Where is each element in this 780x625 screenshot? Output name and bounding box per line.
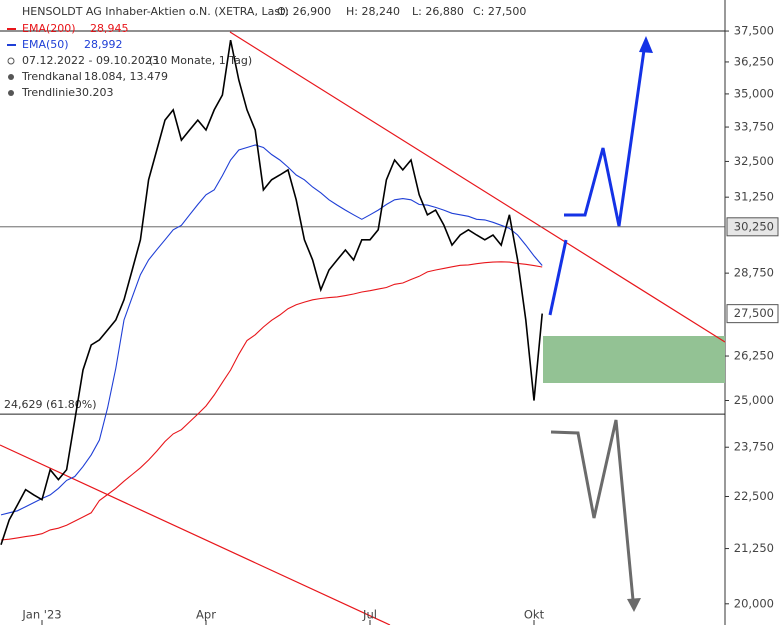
trendline — [229, 31, 726, 343]
level-label: 24,629 (61.80%) — [4, 398, 97, 411]
trend-channel — [0, 444, 391, 625]
info-value: (10 Monate, 1 Tag) — [149, 54, 252, 67]
y-tick-label: 32,500 — [734, 154, 774, 168]
ohlc: C: 27,500 — [473, 5, 526, 18]
info-value: 18.084, 13.479 — [84, 70, 168, 83]
price-box — [726, 217, 779, 237]
ohlc: L: 26,880 — [412, 5, 464, 18]
y-tick-label: 22,500 — [734, 489, 774, 503]
y-tick-label: 36,250 — [734, 54, 774, 68]
y-tick-label: 26,250 — [734, 349, 774, 363]
price-label: 27,500 — [734, 306, 774, 320]
legend-title: HENSOLDT AG Inhaber-Aktien o.N. (XETRA, … — [22, 5, 289, 18]
projection-up — [564, 49, 646, 227]
y-tick-label: 23,750 — [734, 440, 774, 454]
ema-line — [0, 144, 543, 516]
info-label: Trendlinie — [21, 86, 75, 99]
x-tick-label: Apr — [196, 608, 216, 622]
info-label: Trendkanal — [21, 70, 82, 83]
x-tick-label: Okt — [524, 608, 545, 622]
y-tick-label: 31,250 — [734, 190, 774, 204]
legend-icon — [8, 90, 14, 96]
legend-icon — [8, 74, 14, 80]
y-tick-label: 35,000 — [734, 86, 774, 100]
x-tick-label: Jan '23 — [21, 608, 61, 622]
target-zone — [543, 336, 725, 383]
ohlc: O: 26,900 — [277, 5, 331, 18]
x-tick-label: Jul — [362, 608, 377, 622]
price-line — [0, 39, 543, 545]
legend-value: 28,992 — [84, 38, 123, 51]
projection-up — [548, 239, 568, 316]
arrow-head — [639, 36, 653, 53]
legend-value: 28,945 — [90, 22, 129, 35]
ema-line — [0, 261, 543, 541]
y-tick-label: 28,750 — [734, 266, 774, 280]
legend-icon — [7, 57, 15, 65]
y-tick-label: 25,000 — [734, 393, 774, 407]
legend-entry: EMA(200) — [22, 22, 76, 35]
legend: HENSOLDT AG Inhaber-Aktien o.N. (XETRA, … — [7, 5, 526, 99]
y-tick-label: 37,500 — [734, 24, 774, 38]
legend-entry: EMA(50) — [22, 38, 69, 51]
y-tick-label: 33,750 — [734, 120, 774, 134]
price-box — [726, 304, 779, 324]
arrow-head — [627, 598, 641, 612]
info-label: 07.12.2022 - 09.10.2023 — [22, 54, 159, 67]
price-label: 30,250 — [734, 219, 774, 233]
info-value: 30.203 — [75, 86, 114, 99]
ohlc: H: 28,240 — [346, 5, 400, 18]
plot: 20,000 21,250 22,500 23,750 25,000 26,250 28,7… — [0, 24, 779, 625]
y-tick-label: 21,250 — [734, 541, 774, 555]
projection-down — [550, 419, 635, 601]
y-tick-label: 20,000 — [734, 596, 774, 610]
